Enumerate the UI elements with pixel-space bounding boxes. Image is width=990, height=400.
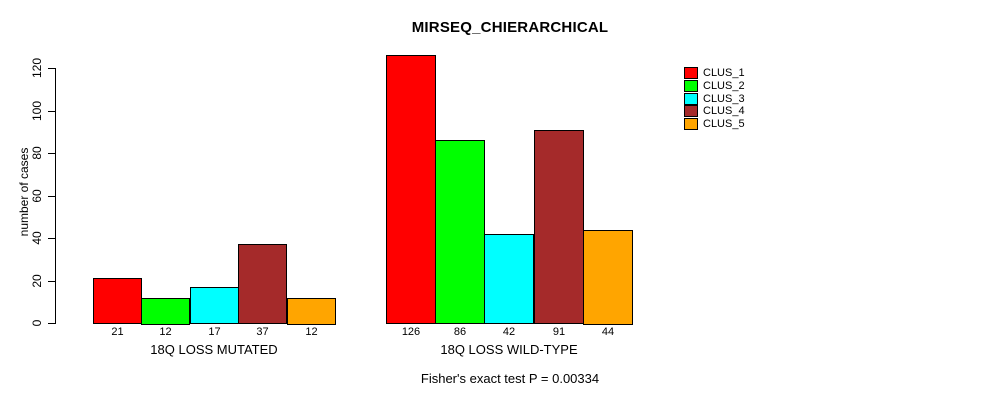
bar-value-label: 91 xyxy=(552,326,566,338)
legend-label-clus_5: CLUS_5 xyxy=(703,118,745,131)
legend-label-clus_2: CLUS_2 xyxy=(703,79,745,92)
y-axis-tick xyxy=(48,68,55,69)
bar-value-label: 44 xyxy=(601,326,615,338)
bar-clus_5-1 xyxy=(287,298,336,325)
bar-clus_3-2 xyxy=(484,234,534,324)
y-axis-tick-label-text: 80 xyxy=(30,146,44,160)
legend-swatch-clus_3 xyxy=(684,92,698,105)
bar-clus_3-1 xyxy=(190,287,239,324)
legend-swatch-clus_1 xyxy=(684,67,698,79)
bar-value-label: 126 xyxy=(401,326,421,338)
chart-title: MIRSEQ_CHIERARCHICAL xyxy=(411,19,609,36)
legend-swatch-clus_4 xyxy=(684,105,698,118)
bar-clus_2-1 xyxy=(141,298,190,325)
bar-value-label: 21 xyxy=(111,326,124,338)
bar-clus_1-2 xyxy=(386,55,436,324)
bar-clus_5-2 xyxy=(583,230,633,325)
y-axis-tick-label-text: 60 xyxy=(30,188,44,203)
y-axis-title-text: number of cases xyxy=(17,147,31,237)
bar-value-label: 12 xyxy=(159,326,172,338)
y-axis-tick xyxy=(48,238,55,239)
y-axis-line xyxy=(55,68,56,324)
y-axis-tick xyxy=(48,323,55,324)
fisher-test-annotation: Fisher's exact test P = 0.00334 xyxy=(420,371,600,386)
bar-value-label: 42 xyxy=(502,326,516,338)
bar-clus_1-1 xyxy=(93,278,142,324)
y-axis-tick-label-text: 40 xyxy=(30,231,44,245)
bar-value-label: 86 xyxy=(453,326,467,338)
y-axis-tick-label-text: 100 xyxy=(30,100,44,121)
y-axis-tick xyxy=(48,153,55,154)
group-label-1: 18Q LOSS MUTATED xyxy=(150,342,278,357)
y-axis-tick-label-text: 20 xyxy=(30,273,44,288)
bar-clus_4-2 xyxy=(534,130,584,324)
y-axis-tick xyxy=(48,195,55,197)
y-axis-tick xyxy=(48,280,55,282)
legend-label-clus_4: CLUS_4 xyxy=(703,105,745,118)
y-axis-tick xyxy=(48,110,55,112)
bar-value-label: 12 xyxy=(305,326,318,338)
y-axis-tick-label-text: 120 xyxy=(30,57,44,79)
legend-swatch-clus_2 xyxy=(684,79,698,92)
legend-label-clus_1: CLUS_1 xyxy=(703,67,745,79)
bar-value-label: 37 xyxy=(256,326,269,338)
group-label-2: 18Q LOSS WILD-TYPE xyxy=(440,342,578,357)
legend-label-clus_3: CLUS_3 xyxy=(703,92,745,105)
bar-clus_2-2 xyxy=(435,140,485,324)
y-axis-tick-label-text: 0 xyxy=(30,319,44,327)
legend-swatch-clus_5 xyxy=(684,118,698,131)
bar-value-label: 17 xyxy=(208,326,221,338)
bar-clus_4-1 xyxy=(238,244,287,324)
